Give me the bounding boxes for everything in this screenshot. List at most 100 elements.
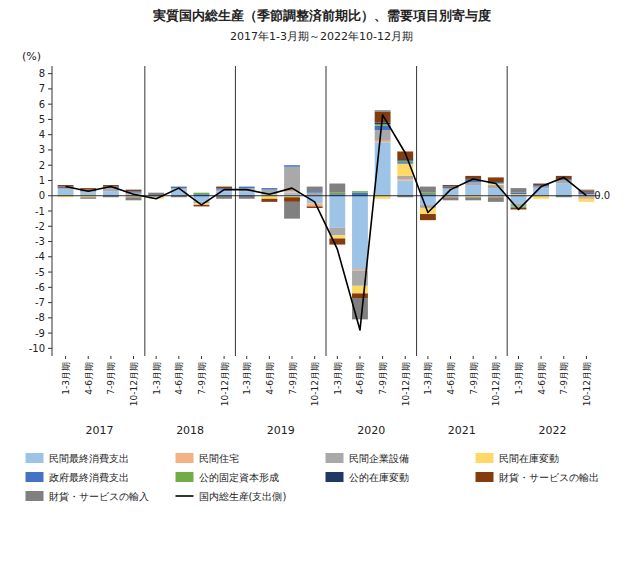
- x-tick: [269, 356, 270, 359]
- legend-label: 民間最終消費支出: [49, 453, 129, 464]
- bar-segment: [511, 206, 527, 208]
- bar-segment: [261, 188, 277, 189]
- x-tick: [495, 356, 496, 359]
- x-axis: 1-3月期4-6月期7-9月期10-12月期1-3月期4-6月期7-9月期10-…: [61, 356, 592, 406]
- bar-segment: [194, 193, 210, 195]
- x-tick: [337, 356, 338, 359]
- bar-segment: [488, 197, 504, 202]
- bar-segment: [329, 193, 345, 195]
- x-tick-label: 10-12月期: [220, 362, 230, 406]
- x-tick-label: 10-12月期: [582, 362, 592, 406]
- y-tick-label: 8: [39, 68, 45, 79]
- bar-segment: [465, 182, 481, 185]
- bar-segment: [261, 188, 277, 189]
- x-tick-label: 1-3月期: [333, 362, 343, 395]
- bar-segment: [352, 286, 368, 294]
- bar-segment: [239, 186, 255, 187]
- y-tick-label: -9: [35, 328, 45, 339]
- bar-segment: [397, 176, 413, 179]
- bar-segment: [443, 197, 459, 200]
- legend-item: 民間在庫変動: [476, 453, 559, 464]
- x-tick-label: 4-6月期: [537, 362, 547, 395]
- legend-item: 公的在庫変動: [326, 472, 409, 483]
- legend: 民間最終消費支出 民間住宅 民間企業設備 民間在庫変動政府最終消費支出 公的固定資本形成…: [26, 453, 599, 502]
- x-tick-label: 7-9月期: [559, 362, 569, 395]
- x-tick-label: 4-6月期: [84, 362, 94, 395]
- bar-series: [126, 141, 595, 271]
- bar-segment: [194, 192, 210, 193]
- x-tick: [541, 356, 542, 359]
- x-tick: [586, 356, 587, 359]
- legend-label: 民間企業設備: [349, 453, 409, 464]
- bar-segment: [307, 203, 323, 206]
- x-tick-label: 1-3月期: [61, 362, 71, 395]
- legend-swatch: [176, 472, 194, 482]
- legend-swatch: [326, 472, 344, 482]
- legend-label: 財貨・サービスの輸入: [49, 491, 149, 502]
- legend-swatch: [26, 491, 44, 501]
- year-label: 2019: [267, 424, 295, 437]
- year-boundary: [416, 66, 417, 356]
- bar-segment: [578, 193, 594, 195]
- year-boundary: [144, 66, 145, 356]
- x-tick: [224, 356, 225, 359]
- y-tick-label: 4: [39, 129, 45, 140]
- y-tick-label: -5: [35, 267, 45, 278]
- bar-segment: [397, 159, 413, 161]
- bar-segment: [556, 184, 572, 196]
- legend-swatch: [26, 453, 44, 463]
- bar-segment: [126, 197, 142, 200]
- legend-item: 国内総生産(支出側): [176, 491, 287, 502]
- bar-segment: [284, 165, 300, 166]
- x-tick: [359, 356, 360, 359]
- legend-item: 民間住宅: [176, 453, 239, 464]
- bar-segment: [329, 184, 345, 193]
- bar-segment: [58, 190, 74, 196]
- x-tick: [65, 356, 66, 359]
- x-tick: [427, 356, 428, 359]
- y-tick: [48, 287, 52, 288]
- bar-segment: [261, 188, 277, 189]
- bar-segment: [171, 186, 187, 187]
- bar-segment: [352, 293, 368, 298]
- y-tick-label: -10: [29, 343, 45, 354]
- bar-segment: [239, 186, 255, 187]
- y-tick: [48, 241, 52, 242]
- y-tick-label: 5: [39, 114, 45, 125]
- data-labels: 0.0: [594, 190, 610, 201]
- bar-segment: [375, 141, 391, 143]
- legend-label: 政府最終消費支出: [49, 472, 129, 483]
- y-tick: [48, 211, 52, 212]
- y-tick-label: 2: [39, 160, 45, 171]
- bar-segment: [194, 192, 210, 193]
- bar-segment: [352, 191, 368, 193]
- x-tick: [518, 356, 519, 359]
- bar-segment: [284, 202, 300, 219]
- bar-segment: [375, 126, 391, 131]
- legend-item: 公的固定資本形成: [176, 472, 279, 483]
- y-tick: [48, 134, 52, 135]
- x-tick: [292, 356, 293, 359]
- y-tick: [48, 226, 52, 227]
- bar-segment: [103, 191, 119, 196]
- chart-container: 実質国内総生産（季節調整済前期比）、需要項目別寄与度2017年1-3月期～202…: [0, 0, 643, 568]
- year-boundary: [507, 66, 508, 356]
- x-tick: [110, 356, 111, 359]
- x-tick: [405, 356, 406, 359]
- y-tick-label: -7: [35, 297, 45, 308]
- x-tick-label: 1-3月期: [514, 362, 524, 395]
- bar-series: [80, 110, 594, 319]
- legend-label: 公的固定資本形成: [199, 472, 279, 483]
- legend-label: 公的在庫変動: [349, 472, 409, 483]
- bar-segment: [352, 191, 368, 192]
- bar-segment: [307, 187, 323, 192]
- year-label: 2020: [357, 424, 385, 437]
- bar-segment: [261, 196, 277, 199]
- bar-segment: [465, 185, 481, 196]
- bar-segment: [239, 196, 255, 199]
- x-tick-label: 10-12月期: [129, 362, 139, 406]
- bar-segment: [171, 186, 187, 187]
- bar-segment: [488, 185, 504, 188]
- x-tick-label: 10-12月期: [491, 362, 501, 406]
- x-tick: [246, 356, 247, 359]
